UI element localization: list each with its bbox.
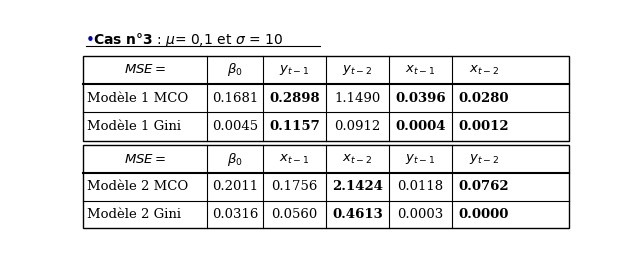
Text: $y_{t-1}$: $y_{t-1}$ — [406, 152, 436, 166]
Text: 0.0560: 0.0560 — [272, 208, 317, 221]
Text: $\mathbf{Cas\ n°3}$ : $\mu$= 0,1 et $\sigma$ = 10: $\mathbf{Cas\ n°3}$ : $\mu$= 0,1 et $\si… — [93, 31, 283, 49]
Text: Modèle 2 Gini: Modèle 2 Gini — [87, 208, 181, 221]
Text: $x_{t-1}$: $x_{t-1}$ — [279, 152, 310, 166]
Text: 0.1756: 0.1756 — [271, 180, 317, 193]
Text: 0.4613: 0.4613 — [332, 208, 383, 221]
Text: 0.0396: 0.0396 — [395, 92, 446, 105]
Text: 0.2011: 0.2011 — [212, 180, 258, 193]
Text: 0.1157: 0.1157 — [269, 120, 320, 133]
Text: Modèle 1 MCO: Modèle 1 MCO — [87, 92, 188, 105]
Text: 2.1424: 2.1424 — [332, 180, 383, 193]
Text: 0.0280: 0.0280 — [459, 92, 509, 105]
Text: 0.0003: 0.0003 — [398, 208, 444, 221]
Bar — [83, 56, 569, 141]
Text: $y_{t-2}$: $y_{t-2}$ — [469, 152, 499, 166]
Text: 0.2898: 0.2898 — [269, 92, 320, 105]
Text: 0.0316: 0.0316 — [212, 208, 258, 221]
Text: •: • — [86, 33, 95, 48]
Text: 0.0045: 0.0045 — [212, 120, 258, 133]
Bar — [83, 145, 569, 228]
Text: 0.0004: 0.0004 — [396, 120, 446, 133]
Text: $MSE=$: $MSE=$ — [124, 63, 167, 76]
Text: $y_{t-2}$: $y_{t-2}$ — [342, 63, 373, 77]
Text: 1.1490: 1.1490 — [335, 92, 380, 105]
Text: $y_{t-1}$: $y_{t-1}$ — [279, 63, 310, 77]
Text: $\beta_0$: $\beta_0$ — [227, 151, 243, 167]
Text: 0.0012: 0.0012 — [459, 120, 509, 133]
Text: 0.0762: 0.0762 — [459, 180, 509, 193]
Text: $x_{t-2}$: $x_{t-2}$ — [469, 63, 499, 76]
Text: 0.0118: 0.0118 — [398, 180, 444, 193]
Text: $x_{t-2}$: $x_{t-2}$ — [342, 152, 373, 166]
Text: $\beta_0$: $\beta_0$ — [227, 61, 243, 79]
Text: 0.0000: 0.0000 — [459, 208, 509, 221]
Text: $MSE=$: $MSE=$ — [124, 153, 167, 166]
Text: 0.1681: 0.1681 — [212, 92, 258, 105]
Text: 0.0912: 0.0912 — [335, 120, 380, 133]
Text: Modèle 1 Gini: Modèle 1 Gini — [87, 120, 181, 133]
Text: Modèle 2 MCO: Modèle 2 MCO — [87, 180, 188, 193]
Text: $x_{t-1}$: $x_{t-1}$ — [406, 63, 436, 76]
